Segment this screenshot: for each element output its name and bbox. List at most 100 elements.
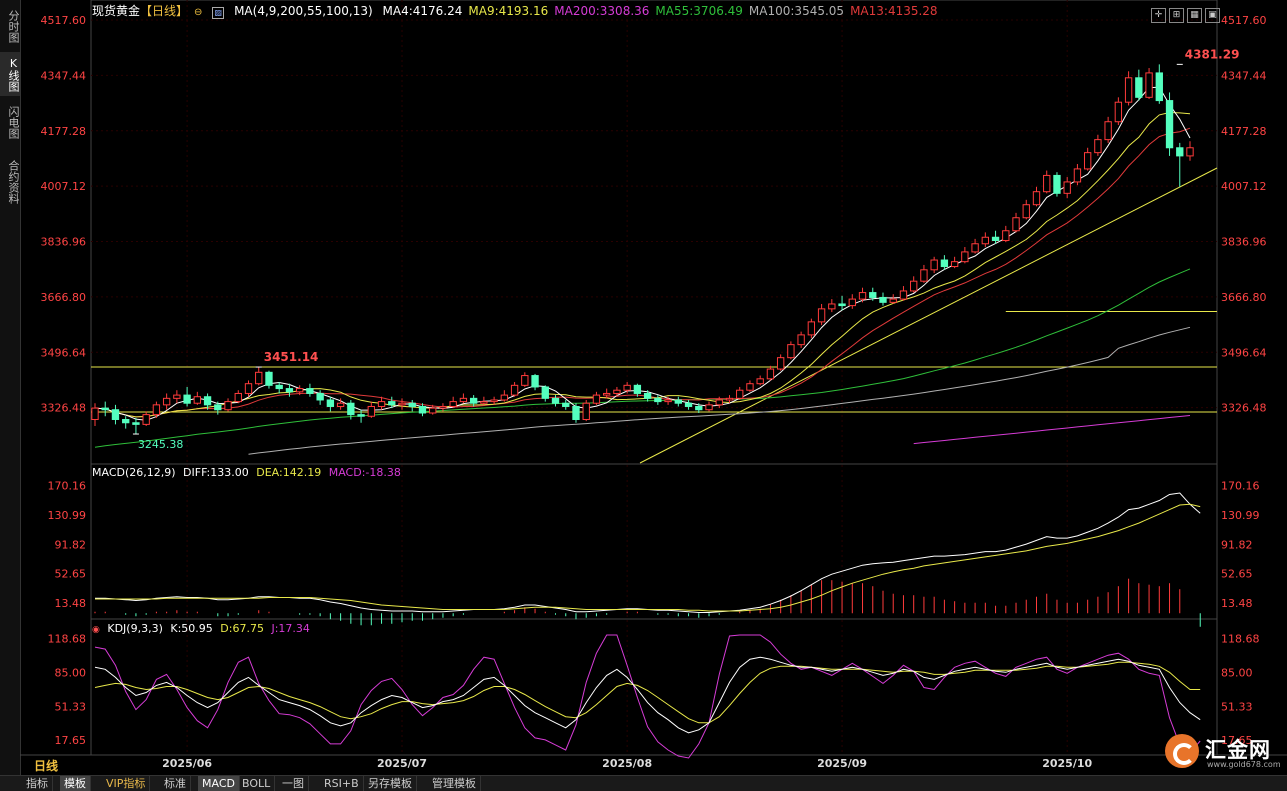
candle-body xyxy=(736,389,744,399)
macd-tick-right: 91.82 xyxy=(1221,538,1253,551)
tab-kline[interactable]: K线图 xyxy=(0,52,20,96)
price-tick-left: 4517.60 xyxy=(41,14,87,27)
macd-diff: DIFF:133.00 xyxy=(183,466,249,479)
crosshair-icon[interactable]: ✛ xyxy=(1151,8,1166,23)
candle-body xyxy=(1083,152,1092,170)
ma-value-0: MA4:4176.24 xyxy=(382,4,463,18)
candle-body xyxy=(336,402,345,407)
bottom-tab-2[interactable]: VIP指标 xyxy=(102,776,151,791)
candle-body xyxy=(910,280,918,292)
settings-icon[interactable]: ⊖ xyxy=(194,7,203,18)
bottom-tab-4[interactable]: MACD xyxy=(198,776,240,791)
kdj-label: KDJ(9,3,3) xyxy=(107,622,163,635)
kdj-d-line xyxy=(94,661,1201,724)
bottom-tab-7[interactable]: RSI+B xyxy=(320,776,364,791)
candle-body xyxy=(1104,121,1112,141)
price-tick-right: 3666.80 xyxy=(1221,291,1267,304)
grid-icon[interactable]: ▦ xyxy=(1187,8,1202,23)
candle-body xyxy=(480,401,488,404)
bottom-tab-0[interactable]: 指标 xyxy=(22,776,53,791)
ma-values: MA4:4176.24 MA9:4193.16 MA200:3308.36 MA55:… xyxy=(383,4,944,18)
macd-tick-right: 13.48 xyxy=(1221,597,1253,610)
bottom-tab-1[interactable]: 模板 xyxy=(60,776,91,791)
ma13-line xyxy=(94,127,1191,418)
plus-grid-icon[interactable]: ⊞ xyxy=(1169,8,1184,23)
kdj-settings-icon[interactable]: ◉ xyxy=(92,625,100,635)
candle-body xyxy=(848,298,856,307)
candle-body xyxy=(961,251,969,263)
candle-body xyxy=(715,399,723,406)
candle-body xyxy=(623,384,631,391)
price-tick-right: 3836.96 xyxy=(1221,236,1267,249)
macd-frame xyxy=(90,463,1218,620)
price-tick-right: 4007.12 xyxy=(1221,180,1267,193)
grid-layer xyxy=(20,0,1287,756)
bottom-toolbar: 指标 模板 VIP指标 标准 MACD BOLL 一图 RSI+B 另存模板 管理模板 xyxy=(0,775,1287,791)
bottom-tab-5[interactable]: BOLL xyxy=(238,776,276,791)
kdj-k-line xyxy=(94,656,1201,734)
candle-body xyxy=(1073,168,1082,183)
candle-body xyxy=(1124,77,1133,103)
tab-contract-info[interactable]: 合约资料 xyxy=(7,160,20,204)
candle-body xyxy=(1155,72,1163,102)
candle-body xyxy=(920,269,928,282)
bottom-tab-3[interactable]: 标准 xyxy=(160,776,191,791)
candle-body xyxy=(1135,77,1143,98)
candle-body xyxy=(234,392,242,403)
candle-body xyxy=(132,422,140,425)
candle-body xyxy=(1145,72,1153,98)
macd-tick-left: 130.99 xyxy=(48,509,87,522)
time-tick-label: 2025/06 xyxy=(162,757,212,770)
candle-body xyxy=(183,394,191,404)
candle-body xyxy=(807,321,816,336)
candle-body xyxy=(991,236,1000,242)
logo-mark xyxy=(1165,734,1199,768)
time-tick-label: 2025/07 xyxy=(377,757,427,770)
bottom-tab-8[interactable]: 另存模板 xyxy=(364,776,417,791)
macd-tick-right: 130.99 xyxy=(1221,509,1260,522)
candle-body xyxy=(142,414,150,425)
macd-dea: DEA:142.19 xyxy=(256,466,322,479)
annotation-label: 4381.29 xyxy=(1185,47,1240,61)
chart-canvas[interactable]: 4381.29 3451.14 3245.38 4517.60 4517.60 4347… xyxy=(0,0,1287,775)
time-tick-label: 2025/10 xyxy=(1042,757,1092,770)
candle-body xyxy=(582,402,590,420)
candle-body xyxy=(173,394,181,399)
macd-dea-line xyxy=(95,503,1201,612)
macd-tick-left: 91.82 xyxy=(55,538,87,551)
candle-body xyxy=(603,392,611,396)
lock-icon[interactable]: ▣ xyxy=(1205,8,1220,23)
price-tick-right: 4517.60 xyxy=(1221,14,1267,27)
candle-body xyxy=(551,397,560,404)
tab-flash[interactable]: 闪电图 xyxy=(7,105,20,139)
price-tick-left: 3496.64 xyxy=(41,346,87,359)
candle-body xyxy=(828,303,836,310)
candle-body xyxy=(654,397,662,403)
indicator-icon[interactable]: ▨ xyxy=(212,7,225,19)
period-tag: 【日线】 xyxy=(140,4,189,18)
candle-body xyxy=(674,399,682,404)
candle-body xyxy=(541,386,549,399)
candle-body xyxy=(449,401,457,407)
tab-timeshare[interactable]: 分时图 xyxy=(7,9,20,43)
candle-body xyxy=(490,399,498,403)
candle-body xyxy=(275,384,283,390)
bottom-tab-9[interactable]: 管理模板 xyxy=(428,776,481,791)
macd-label: MACD(26,12,9) xyxy=(92,466,176,479)
period-selector[interactable]: 日线 xyxy=(34,759,59,773)
price-tick-right: 3326.48 xyxy=(1221,402,1267,415)
annotation-label: 3245.38 xyxy=(138,438,184,451)
candle-body xyxy=(439,405,447,409)
kdj-header: ◉ KDJ(9,3,3) K:50.95 D:67.75 J:17.34 xyxy=(92,622,314,635)
candle-body xyxy=(418,405,427,414)
candle-body xyxy=(388,401,396,406)
macd-tick-left: 170.16 xyxy=(48,479,87,492)
candle-body xyxy=(797,334,805,346)
ma-value-3: MA55:3706.49 xyxy=(655,4,743,18)
candle-body xyxy=(367,405,375,417)
kdj-tick-left: 118.68 xyxy=(48,632,87,645)
candle-body xyxy=(255,371,263,385)
bottom-tab-6[interactable]: 一图 xyxy=(278,776,309,791)
candle-body xyxy=(500,394,509,401)
candle-body xyxy=(1063,181,1071,194)
